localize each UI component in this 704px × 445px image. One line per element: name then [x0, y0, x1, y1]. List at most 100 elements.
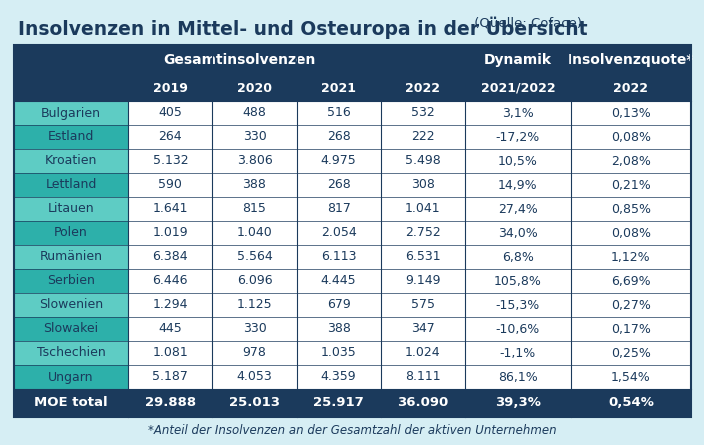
Text: Lettland: Lettland — [46, 178, 97, 191]
Text: 2019: 2019 — [153, 81, 188, 94]
Bar — [571, 341, 691, 365]
Bar — [381, 293, 465, 317]
Text: 388: 388 — [243, 178, 266, 191]
Text: Estland: Estland — [48, 130, 94, 143]
Bar — [14, 173, 128, 197]
Bar — [296, 125, 381, 149]
Text: 5.187: 5.187 — [152, 371, 188, 384]
Text: 817: 817 — [327, 202, 351, 215]
Text: 29.888: 29.888 — [145, 396, 196, 409]
Text: 6.113: 6.113 — [321, 251, 356, 263]
Bar — [381, 317, 465, 341]
Bar — [381, 245, 465, 269]
Text: 0,13%: 0,13% — [611, 106, 650, 120]
Text: 1.024: 1.024 — [405, 347, 441, 360]
Bar — [296, 197, 381, 221]
Bar — [128, 197, 213, 221]
Bar — [571, 293, 691, 317]
Bar — [465, 197, 571, 221]
Text: 4.975: 4.975 — [321, 154, 356, 167]
Bar — [213, 221, 296, 245]
Text: 575: 575 — [411, 299, 435, 312]
Text: 330: 330 — [243, 323, 266, 336]
Bar — [571, 245, 691, 269]
Text: 86,1%: 86,1% — [498, 371, 538, 384]
Text: 2020: 2020 — [237, 81, 272, 94]
Text: 222: 222 — [411, 130, 434, 143]
Bar — [465, 269, 571, 293]
Bar — [465, 221, 571, 245]
Text: 4.359: 4.359 — [321, 371, 356, 384]
Bar — [571, 197, 691, 221]
Text: 2.054: 2.054 — [321, 227, 356, 239]
Text: 1.294: 1.294 — [153, 299, 188, 312]
Text: 445: 445 — [158, 323, 182, 336]
Bar — [571, 101, 691, 125]
Text: 516: 516 — [327, 106, 351, 120]
Text: 34,0%: 34,0% — [498, 227, 538, 239]
Text: 2022: 2022 — [406, 81, 440, 94]
Bar — [14, 293, 128, 317]
Text: 25.917: 25.917 — [313, 396, 364, 409]
Bar — [381, 173, 465, 197]
Text: 5.564: 5.564 — [237, 251, 272, 263]
Text: 0,08%: 0,08% — [611, 130, 651, 143]
Bar — [14, 365, 128, 389]
Text: Dynamik: Dynamik — [484, 53, 552, 67]
Text: Bulgarien: Bulgarien — [41, 106, 101, 120]
Text: 308: 308 — [411, 178, 435, 191]
Text: Kroatien: Kroatien — [45, 154, 97, 167]
Text: 0,17%: 0,17% — [611, 323, 650, 336]
Text: Tschechien: Tschechien — [37, 347, 106, 360]
Bar — [14, 389, 691, 417]
Text: Gesamtinsolvenzen: Gesamtinsolvenzen — [163, 53, 315, 67]
Text: 2022: 2022 — [613, 81, 648, 94]
Text: 0,54%: 0,54% — [608, 396, 654, 409]
Bar — [465, 173, 571, 197]
Bar — [213, 269, 296, 293]
Bar — [465, 293, 571, 317]
Text: 978: 978 — [243, 347, 266, 360]
Bar — [571, 221, 691, 245]
Text: 2,08%: 2,08% — [611, 154, 650, 167]
Bar — [381, 221, 465, 245]
Bar — [14, 341, 128, 365]
Bar — [14, 101, 128, 125]
Text: Rumänien: Rumänien — [39, 251, 103, 263]
Text: 268: 268 — [327, 130, 351, 143]
Bar — [213, 317, 296, 341]
Text: 36.090: 36.090 — [397, 396, 448, 409]
Bar — [14, 75, 691, 101]
Bar — [381, 365, 465, 389]
Bar — [128, 245, 213, 269]
Bar — [571, 269, 691, 293]
Text: Ungarn: Ungarn — [49, 371, 94, 384]
Text: 25.013: 25.013 — [229, 396, 280, 409]
Text: (Quelle: Coface): (Quelle: Coface) — [470, 17, 582, 30]
Text: 1.125: 1.125 — [237, 299, 272, 312]
Bar — [465, 365, 571, 389]
Text: 1,54%: 1,54% — [611, 371, 650, 384]
Bar — [465, 245, 571, 269]
Bar — [296, 341, 381, 365]
Bar — [296, 269, 381, 293]
Text: -17,2%: -17,2% — [496, 130, 540, 143]
Text: 268: 268 — [327, 178, 351, 191]
Text: 1,12%: 1,12% — [611, 251, 650, 263]
Bar — [465, 101, 571, 125]
Bar — [296, 173, 381, 197]
Text: 347: 347 — [411, 323, 435, 336]
Text: 105,8%: 105,8% — [494, 275, 542, 287]
Bar — [14, 45, 691, 417]
Bar — [14, 269, 128, 293]
Bar — [571, 149, 691, 173]
Bar — [465, 317, 571, 341]
Text: 0,25%: 0,25% — [611, 347, 650, 360]
Text: 590: 590 — [158, 178, 182, 191]
Bar — [296, 149, 381, 173]
Text: 6.531: 6.531 — [405, 251, 441, 263]
Text: 9.149: 9.149 — [405, 275, 441, 287]
Bar — [128, 365, 213, 389]
Text: 4.053: 4.053 — [237, 371, 272, 384]
Text: 488: 488 — [243, 106, 266, 120]
